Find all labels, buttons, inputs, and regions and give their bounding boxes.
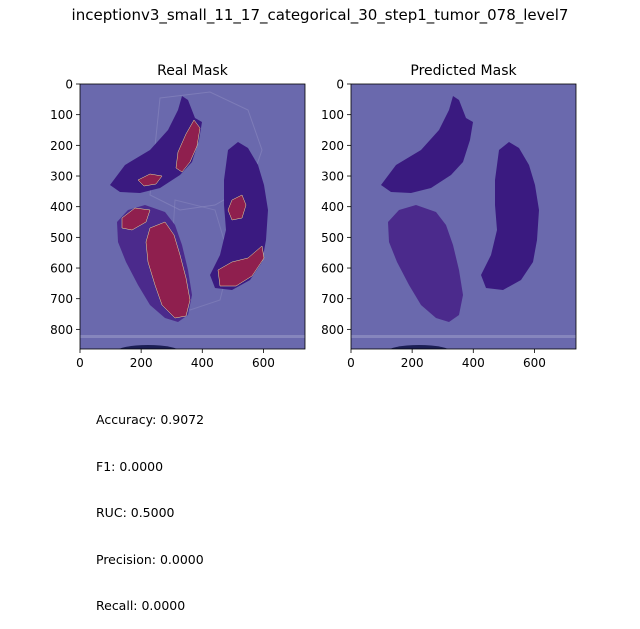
tumor-region bbox=[217, 245, 265, 287]
tumor-region bbox=[145, 221, 191, 319]
metric-recall: Recall: 0.0000 bbox=[96, 598, 186, 613]
slide-edge bbox=[351, 335, 576, 338]
image-predicted-mask bbox=[351, 84, 576, 349]
subplot-title-predicted: Predicted Mask bbox=[410, 63, 517, 79]
figure-canvas: Real Mask 0 200 400 600 0 100 200 300 400 500 600 7… bbox=[50, 63, 577, 371]
tissue-region bbox=[388, 205, 463, 322]
x-tick-label: 200 bbox=[401, 356, 424, 370]
y-tick-label: 600 bbox=[50, 262, 73, 276]
axis-ticks-real: 0 200 400 600 0 100 200 300 400 500 600 700 800 bbox=[50, 78, 275, 371]
subplot-title-real: Real Mask bbox=[157, 63, 229, 79]
y-tick-label: 100 bbox=[50, 108, 73, 122]
y-tick-label: 400 bbox=[50, 200, 73, 214]
axes-frame bbox=[350, 83, 577, 350]
y-tick-label: 700 bbox=[50, 292, 73, 306]
y-tick-label: 0 bbox=[336, 78, 344, 92]
tissue-region bbox=[381, 96, 473, 193]
y-tick-label: 300 bbox=[321, 170, 344, 184]
x-tick-label: 0 bbox=[76, 356, 84, 370]
metric-precision: Precision: 0.0000 bbox=[96, 551, 204, 567]
image-real-mask bbox=[80, 84, 305, 349]
metrics-panel: Accuracy: 0.9072 F1: 0.0000 RUC: 0.5000 … bbox=[96, 381, 204, 629]
x-tick-label: 400 bbox=[462, 356, 485, 370]
x-tick-label: 400 bbox=[191, 356, 214, 370]
x-tick-label: 600 bbox=[252, 356, 275, 370]
y-tick-label: 800 bbox=[321, 323, 344, 337]
y-tick-label: 300 bbox=[50, 170, 73, 184]
axis-ticks-predicted: 0 200 400 600 0 100 200 300 400 500 600 700 800 bbox=[321, 78, 546, 371]
y-tick-label: 600 bbox=[321, 262, 344, 276]
slide-label-shadow bbox=[119, 345, 177, 349]
y-tick-label: 800 bbox=[50, 323, 73, 337]
metric-ruc: RUC: 0.5000 bbox=[96, 505, 175, 520]
subplot-predicted-mask: Predicted Mask 0 200 400 600 0 100 200 300 400 50… bbox=[321, 63, 577, 371]
y-tick-label: 100 bbox=[321, 108, 344, 122]
y-tick-label: 200 bbox=[321, 139, 344, 153]
tumor-region bbox=[227, 194, 247, 221]
x-tick-label: 0 bbox=[347, 356, 355, 370]
figure-title: inceptionv3_small_11_17_categorical_30_s… bbox=[71, 6, 569, 24]
y-tick-label: 0 bbox=[65, 78, 73, 92]
y-tick-label: 500 bbox=[321, 231, 344, 245]
tumor-region bbox=[175, 119, 201, 173]
metric-accuracy: Accuracy: 0.9072 bbox=[96, 412, 205, 427]
subplot-real-mask: Real Mask 0 200 400 600 0 100 200 300 400 500 600 7… bbox=[50, 63, 306, 371]
slide-edge bbox=[80, 335, 305, 338]
slide-label-shadow bbox=[390, 345, 448, 349]
y-tick-label: 700 bbox=[321, 292, 344, 306]
metric-f1: F1: 0.0000 bbox=[96, 458, 164, 474]
y-tick-label: 500 bbox=[50, 231, 73, 245]
axes-frame bbox=[79, 83, 306, 350]
x-tick-label: 200 bbox=[130, 356, 153, 370]
y-tick-label: 400 bbox=[321, 200, 344, 214]
tissue-region bbox=[481, 142, 539, 290]
y-tick-label: 200 bbox=[50, 139, 73, 153]
x-tick-label: 600 bbox=[523, 356, 546, 370]
tumor-region bbox=[137, 173, 163, 187]
tumor-region bbox=[121, 207, 151, 231]
